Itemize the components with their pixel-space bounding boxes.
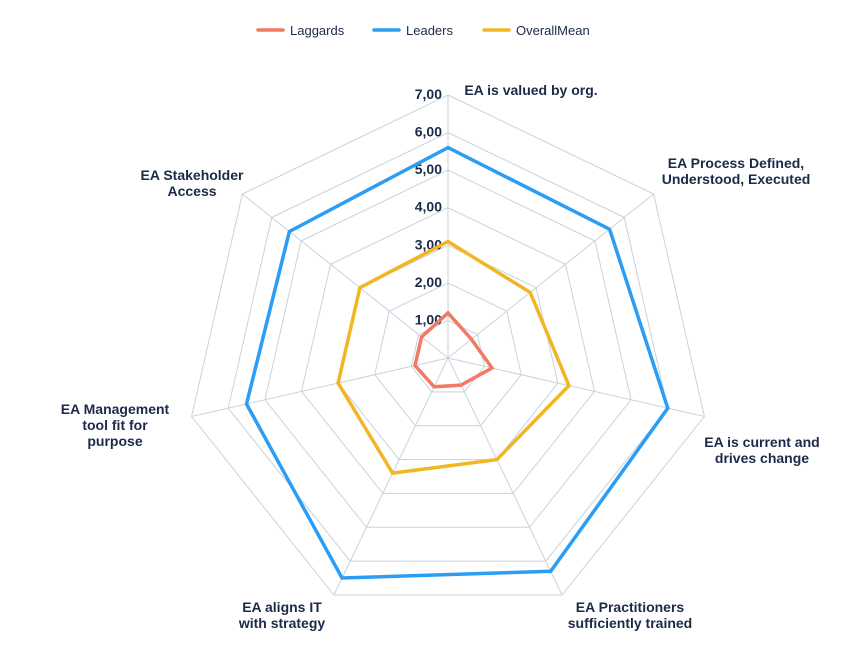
axis-label-line: EA Process Defined, — [668, 155, 804, 171]
grid-ring — [300, 207, 596, 494]
grid-ring — [264, 169, 632, 528]
axis-label-line: Understood, Executed — [662, 171, 811, 187]
axis-spoke — [447, 357, 563, 596]
axis-label-line: sufficiently trained — [568, 615, 692, 631]
radial-tick-labels: 1,002,003,004,005,006,007,00 — [415, 86, 442, 327]
tick-label: 7,00 — [415, 86, 442, 102]
legend: Laggards Leaders OverallMean — [256, 23, 590, 38]
axis-label-line: tool fit for — [82, 417, 148, 433]
series-line-laggards — [413, 310, 495, 389]
tick-label: 2,00 — [415, 274, 442, 290]
axis-spoke — [333, 357, 449, 596]
grid-ring — [374, 282, 522, 427]
legend-item-overallmean: OverallMean — [482, 23, 590, 38]
legend-label: Laggards — [290, 23, 345, 38]
axis-label-line: with strategy — [238, 615, 326, 631]
axis-label-line: purpose — [87, 433, 142, 449]
grid-ring — [227, 132, 669, 562]
axis-label-line: EA aligns IT — [242, 599, 322, 615]
tick-label: 6,00 — [415, 124, 442, 140]
series-line-overallmean — [336, 239, 571, 475]
series-line-leaders — [244, 145, 670, 580]
tick-label: 5,00 — [415, 161, 442, 177]
axis-spoke — [242, 193, 449, 359]
axis-label-line: EA Stakeholder — [141, 167, 245, 183]
grid-ring — [410, 319, 486, 393]
grid-ring — [191, 94, 705, 596]
legend-item-leaders: Leaders — [372, 23, 453, 38]
axis-label: EA Process Defined,Understood, Executed — [662, 155, 811, 187]
tick-label: 1,00 — [415, 311, 442, 327]
axis-label-line: EA Management — [61, 401, 170, 417]
series-lines — [244, 145, 670, 580]
axis-label-line: drives change — [715, 450, 809, 466]
axis-labels: EA is valued by org. EA Process Defined,U… — [61, 82, 820, 631]
legend-label: Leaders — [406, 23, 453, 38]
axis-label-line: Access — [167, 183, 216, 199]
legend-item-laggards: Laggards — [256, 23, 345, 38]
axis-label: EA is valued by org. — [464, 82, 597, 98]
axis-label-line: EA is valued by org. — [464, 82, 597, 98]
radar-grid — [191, 94, 705, 596]
axis-spoke — [447, 193, 654, 359]
tick-label: 4,00 — [415, 199, 442, 215]
legend-label: OverallMean — [516, 23, 590, 38]
axis-label-line: EA Practitioners — [576, 599, 685, 615]
axis-spoke — [191, 357, 449, 417]
axis-label-line: EA is current and — [704, 434, 819, 450]
